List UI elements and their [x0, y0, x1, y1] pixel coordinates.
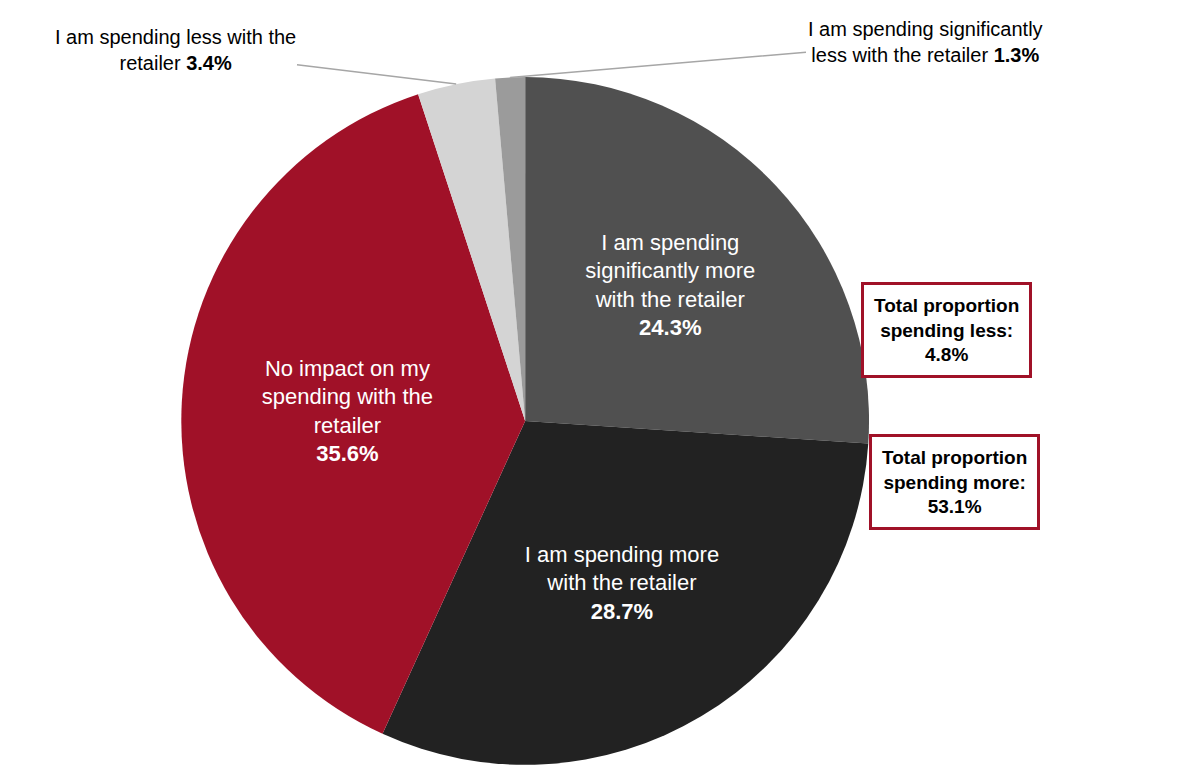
- svg-text:I am spending less with theret: I am spending less with theretailer 3.4%: [55, 26, 296, 74]
- svg-text:Total proportionspending more:: Total proportionspending more:53.1%: [882, 447, 1027, 517]
- svg-text:I am spendingsignificantly mor: I am spendingsignificantly morewith the …: [585, 230, 755, 341]
- svg-text:I am spending significantlyles: I am spending significantlyless with the…: [808, 18, 1043, 66]
- svg-text:No impact on myspending with t: No impact on myspending with theretailer…: [262, 356, 433, 467]
- svg-text:I am spending morewith the ret: I am spending morewith the retailer28.7%: [525, 542, 719, 624]
- svg-text:Total proportionspending less:: Total proportionspending less:4.8%: [874, 295, 1019, 365]
